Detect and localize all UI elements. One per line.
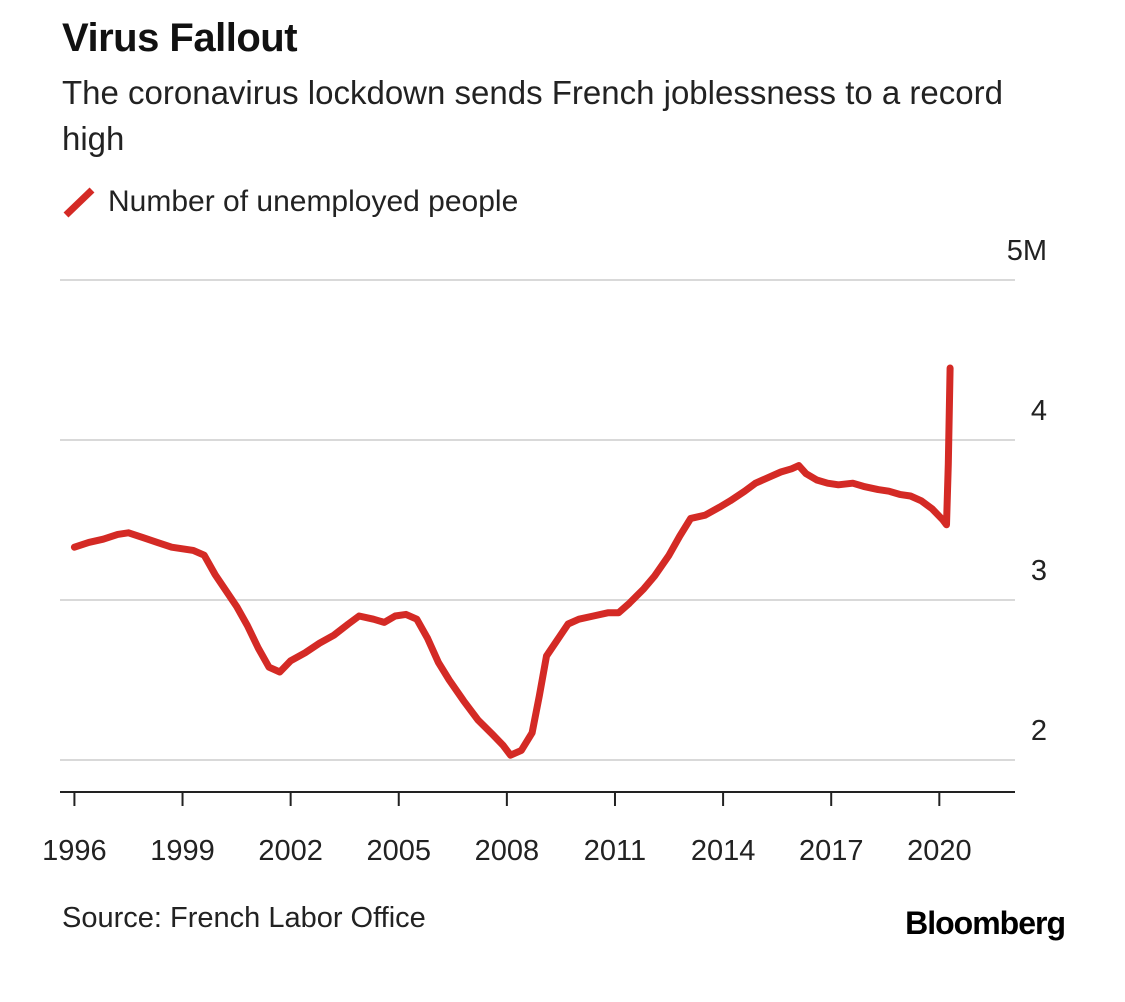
legend-swatch-icon: [63, 187, 95, 218]
x-tick-label: 2017: [799, 835, 864, 867]
y-tick-label: 3: [1031, 555, 1047, 587]
y-tick-label: 4: [1031, 395, 1047, 427]
x-tick-label: 1996: [42, 835, 107, 867]
chart-title: Virus Fallout: [62, 16, 298, 60]
series-line-unemployed: [70, 364, 954, 759]
bloomberg-logo: Bloomberg: [905, 905, 1066, 941]
y-tick-label: 5M: [1007, 235, 1047, 267]
x-tick-label: 1999: [150, 835, 215, 867]
chart-legend: Number of unemployed people: [62, 180, 518, 224]
chart-subtitle: The coronavirus lockdown sends French jo…: [62, 74, 1003, 157]
y-tick-label: 2: [1031, 715, 1047, 747]
x-tick-label: 2005: [366, 835, 431, 867]
x-tick-label: 2014: [691, 835, 756, 867]
x-tick-label: 2020: [907, 835, 972, 867]
legend-label: Number of unemployed people: [108, 185, 519, 218]
x-tick-label: 2008: [475, 835, 540, 867]
source-note: Source: French Labor Office: [62, 902, 426, 934]
x-tick-label: 2011: [584, 835, 646, 867]
x-tick-label: 2002: [258, 835, 323, 867]
